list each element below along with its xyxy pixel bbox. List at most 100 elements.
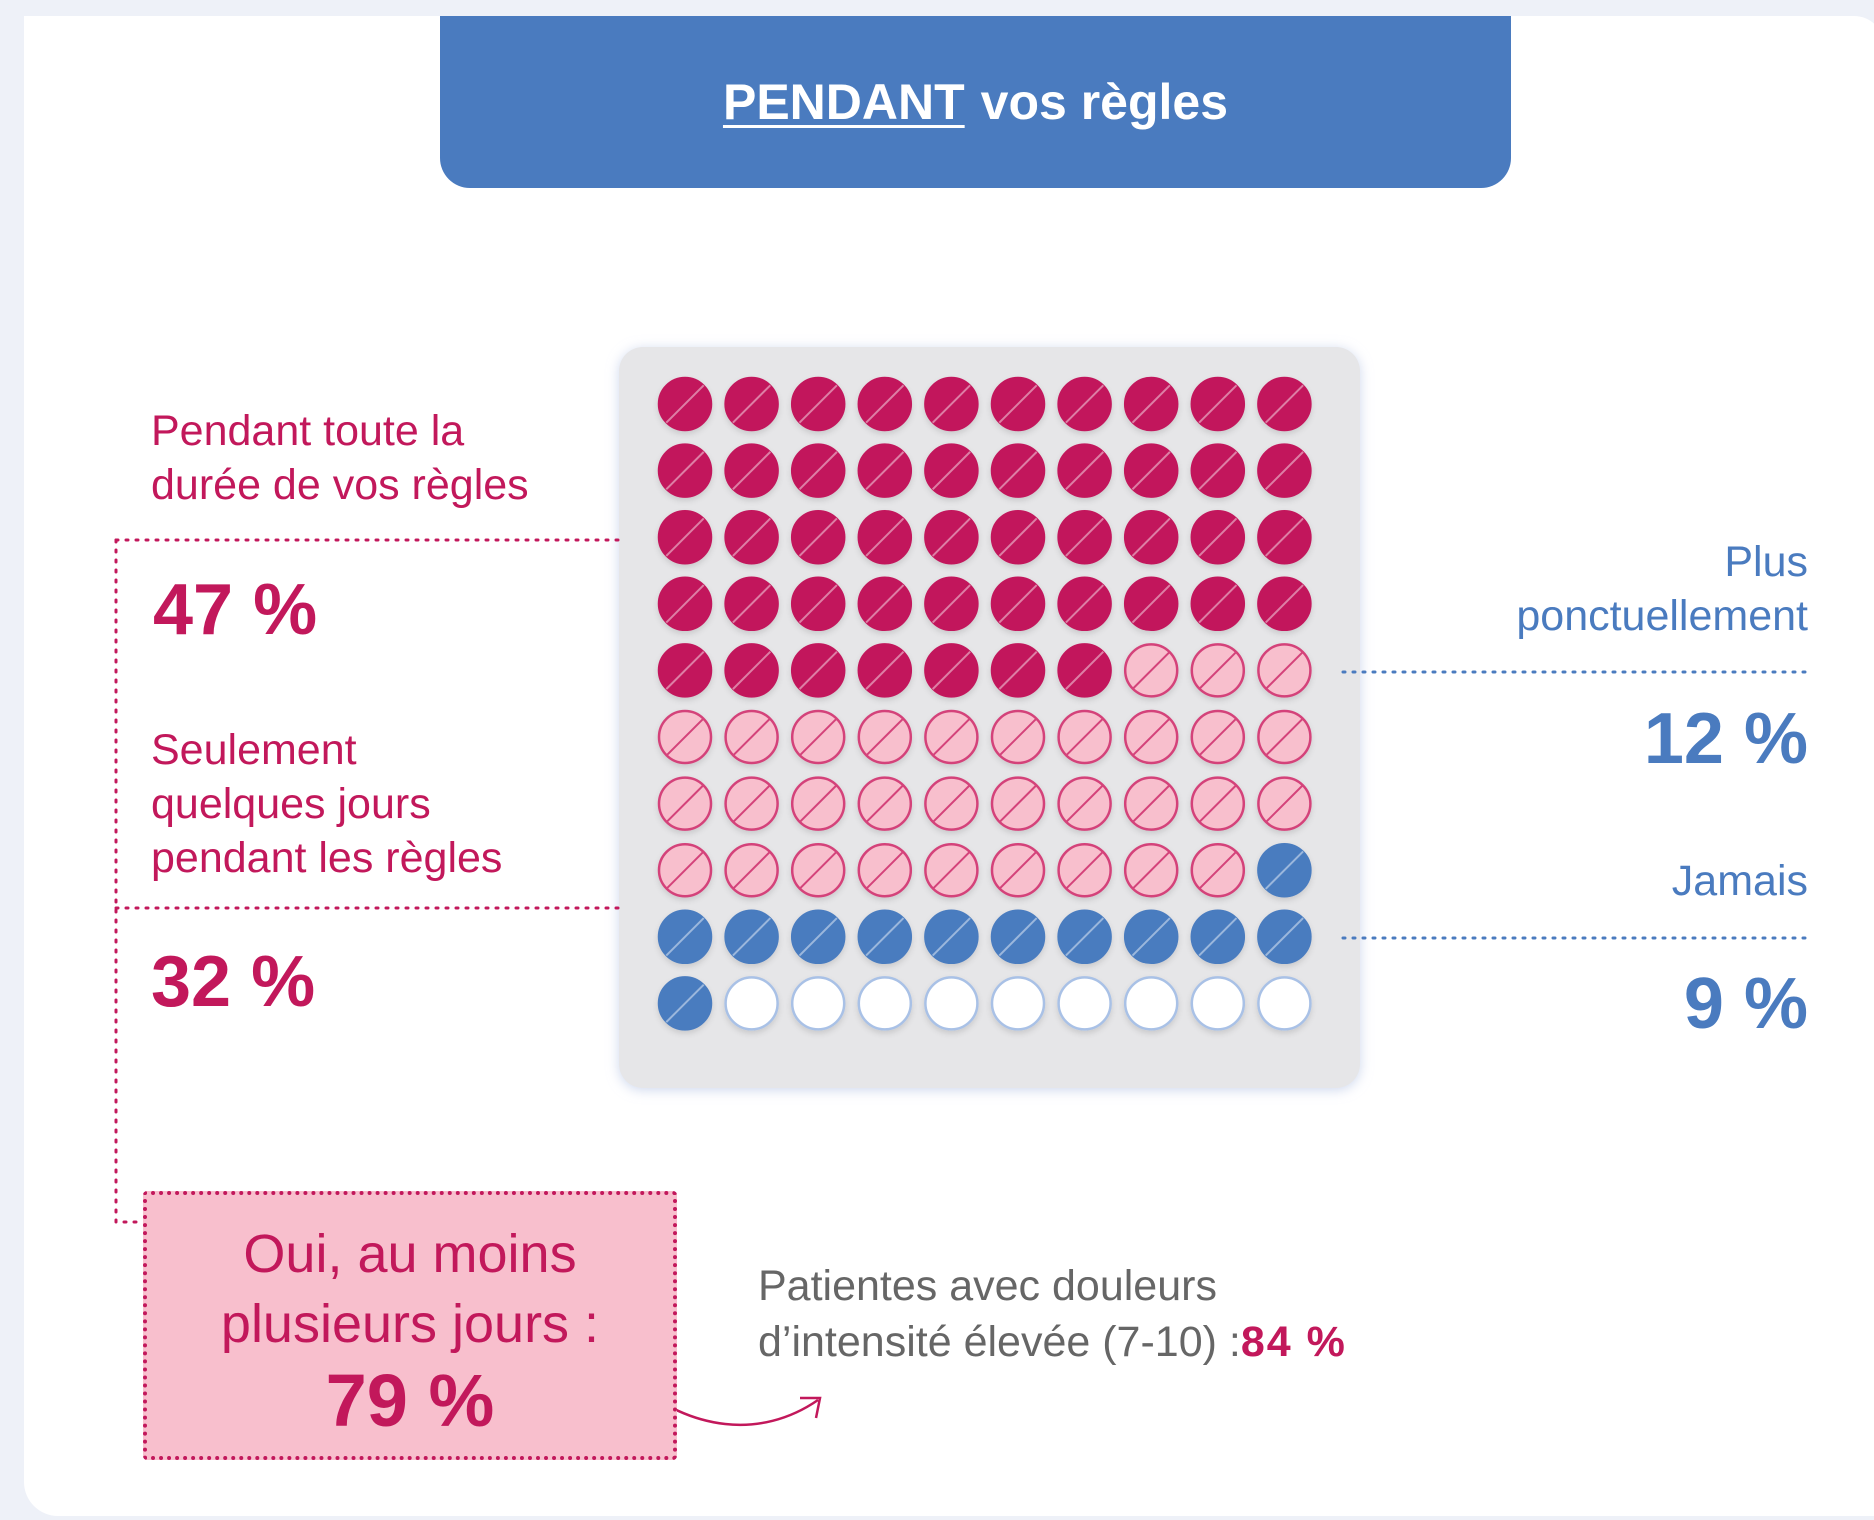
cell-circle xyxy=(1190,976,1246,1031)
waffle-cell xyxy=(924,909,979,965)
waffle-cell xyxy=(1057,643,1112,698)
cell-circle xyxy=(1123,443,1179,498)
waffle-cell xyxy=(857,842,913,898)
cell-slash xyxy=(732,451,772,491)
cell-slash xyxy=(732,384,772,424)
cell-slash xyxy=(1264,451,1304,491)
waffle-cell xyxy=(857,909,913,965)
cell-slash xyxy=(798,784,838,824)
cell-circle xyxy=(857,643,913,698)
waffle-cell xyxy=(1057,776,1112,831)
cell-circle xyxy=(790,976,846,1031)
waffle xyxy=(657,376,1312,1031)
cell-circle xyxy=(657,976,713,1031)
cell-slash xyxy=(865,584,905,624)
waffle-cell xyxy=(1190,909,1246,965)
waffle-cell xyxy=(1257,976,1312,1031)
waffle-cell xyxy=(657,842,713,898)
cell-slash xyxy=(1264,784,1304,824)
cell-slash xyxy=(665,584,705,624)
waffle-cell xyxy=(1057,842,1112,898)
cell-slash xyxy=(865,717,905,757)
waffle-cell xyxy=(1190,976,1246,1031)
cell-slash xyxy=(931,784,971,824)
cell-slash xyxy=(665,784,705,824)
waffle-cell xyxy=(790,576,846,632)
waffle-cell xyxy=(1123,976,1179,1031)
waffle-cell xyxy=(1257,509,1312,565)
cell-slash xyxy=(931,650,971,690)
cell-circle xyxy=(1057,376,1112,432)
cell-slash xyxy=(1198,517,1238,557)
cell-slash xyxy=(665,850,705,890)
cell-slash xyxy=(931,517,971,557)
note-value: 84 % xyxy=(1240,1318,1347,1366)
waffle-cell xyxy=(990,376,1046,432)
waffle-cell xyxy=(1190,376,1246,432)
cell-circle xyxy=(1257,842,1312,898)
cell-circle xyxy=(724,443,779,498)
header: PENDANT vos règles xyxy=(440,16,1511,188)
cell-slash xyxy=(1264,517,1304,557)
waffle-cell xyxy=(790,509,846,565)
cell-circle xyxy=(1123,509,1179,565)
cell-slash xyxy=(665,451,705,491)
waffle-cell xyxy=(924,709,979,765)
cell-circle xyxy=(1057,509,1112,565)
waffle-cell xyxy=(1190,709,1246,765)
cell-slash xyxy=(1131,650,1171,690)
cell-slash xyxy=(732,650,772,690)
cell-slash xyxy=(865,451,905,491)
cell-slash xyxy=(865,517,905,557)
cell-slash xyxy=(732,517,772,557)
cell-circle xyxy=(990,509,1046,565)
cell-circle xyxy=(657,576,713,632)
cell-slash xyxy=(1065,784,1105,824)
cell-circle xyxy=(1057,443,1112,498)
cell-slash xyxy=(998,384,1038,424)
cell-circle xyxy=(790,576,846,632)
waffle-cell xyxy=(1123,376,1179,432)
cell-circle xyxy=(790,443,846,498)
cell-circle xyxy=(990,976,1046,1031)
segment-label: Jamais xyxy=(1671,857,1808,905)
waffle-cell xyxy=(924,842,979,898)
cell-slash xyxy=(1131,784,1171,824)
waffle-cell xyxy=(1123,909,1179,965)
waffle-cell xyxy=(924,776,979,831)
waffle-cell xyxy=(990,976,1046,1031)
cell-circle xyxy=(924,443,979,498)
cell-slash xyxy=(1131,584,1171,624)
cell-slash xyxy=(732,917,772,957)
cell-slash xyxy=(931,717,971,757)
waffle-cell xyxy=(1257,709,1312,765)
waffle-cell xyxy=(1257,643,1312,698)
waffle-cell xyxy=(657,576,713,632)
waffle-cell xyxy=(1257,909,1312,965)
waffle-cell xyxy=(790,376,846,432)
waffle-cell xyxy=(1190,643,1246,698)
waffle-cell xyxy=(657,776,713,831)
cell-slash xyxy=(931,850,971,890)
waffle-cell xyxy=(857,509,913,565)
cell-slash xyxy=(931,451,971,491)
waffle-cell xyxy=(924,443,979,498)
cell-slash xyxy=(1264,850,1304,890)
cell-circle xyxy=(1123,909,1179,965)
cell-slash xyxy=(665,717,705,757)
waffle-cell xyxy=(657,643,713,698)
segment-label: Seulement quelques jours pendant les règ… xyxy=(151,726,503,882)
cell-circle xyxy=(1257,576,1312,632)
waffle-cell xyxy=(857,776,913,831)
cell-slash xyxy=(1065,650,1105,690)
cell-circle xyxy=(657,909,713,965)
waffle-cell xyxy=(1257,443,1312,498)
cell-circle xyxy=(724,576,779,632)
waffle-cell xyxy=(990,576,1046,632)
cell-circle xyxy=(724,376,779,432)
waffle-cell xyxy=(790,709,846,765)
waffle-cell xyxy=(790,976,846,1031)
waffle-cell xyxy=(1123,709,1179,765)
cell-slash xyxy=(798,850,838,890)
